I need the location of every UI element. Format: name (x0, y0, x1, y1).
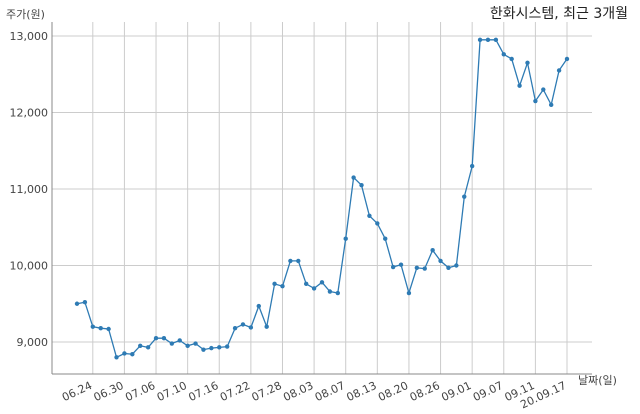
data-point (201, 347, 206, 352)
data-point (390, 264, 396, 270)
data-point (248, 325, 254, 330)
data-point (217, 345, 222, 350)
data-point (177, 338, 182, 343)
y-tick-label: 11,000 (10, 183, 49, 196)
data-point (264, 324, 269, 329)
data-point (240, 322, 246, 327)
data-point (185, 343, 190, 349)
data-point (74, 301, 80, 306)
x-tick-label: 09.07 (471, 379, 505, 404)
data-point (446, 265, 451, 270)
data-point (224, 344, 230, 349)
x-tick-label: 09.01 (439, 379, 473, 404)
data-point (509, 56, 514, 62)
data-point (485, 37, 491, 43)
x-tick-label: 08.20 (376, 379, 410, 404)
data-point (114, 355, 119, 360)
data-point (438, 258, 443, 264)
y-tick-label: 9,000 (17, 336, 49, 349)
data-point (367, 213, 372, 218)
data-point (359, 182, 364, 188)
x-tick-label: 08.07 (313, 379, 347, 404)
data-point (153, 335, 159, 341)
data-point (288, 258, 293, 264)
x-tick-label: 07.22 (218, 379, 252, 404)
data-point (122, 351, 127, 356)
chart-title: 한화시스템, 최근 3개월 (489, 6, 628, 22)
data-point (82, 300, 88, 305)
data-point (414, 265, 420, 270)
y-tick-label: 13,000 (10, 30, 49, 43)
data-point (98, 326, 103, 331)
data-point (311, 286, 317, 291)
data-point (130, 352, 135, 357)
data-point (501, 52, 506, 57)
x-tick-label: 07.28 (250, 379, 284, 404)
data-point (303, 281, 309, 287)
data-point (209, 345, 214, 351)
data-point (319, 280, 325, 285)
data-point (161, 335, 167, 341)
data-point (477, 37, 483, 43)
x-tick-label: 07.16 (186, 379, 220, 404)
data-point (548, 102, 554, 108)
x-tick-label: 08.03 (281, 379, 315, 404)
series-line (76, 39, 568, 359)
y-tick-label: 12,000 (10, 107, 49, 120)
data-point (517, 83, 522, 88)
y-axis-label: 주가(원) (6, 8, 45, 21)
data-point (533, 98, 538, 104)
data-point (327, 289, 333, 294)
x-tick-label: 07.10 (155, 379, 189, 404)
data-point (145, 345, 151, 350)
data-point (232, 326, 238, 331)
data-point (296, 258, 301, 264)
x-tick-label: 07.06 (123, 379, 157, 404)
x-tick-label: 06.24 (60, 379, 94, 404)
x-axis-label: 날짜(일) (578, 374, 617, 387)
data-point (493, 37, 499, 43)
data-point (193, 341, 198, 346)
data-point (430, 248, 435, 253)
data-point (454, 263, 459, 268)
x-tick-label: 08.26 (408, 379, 442, 404)
x-tick-label: 08.13 (345, 379, 379, 404)
data-point (256, 303, 261, 309)
data-point (406, 290, 412, 296)
data-point (375, 221, 380, 226)
data-point (280, 283, 285, 289)
data-point (422, 266, 427, 271)
data-point (469, 163, 475, 169)
data-point (462, 194, 467, 199)
data-point (383, 236, 388, 241)
data-point (90, 324, 96, 329)
data-point (106, 326, 111, 332)
data-point (398, 262, 404, 267)
data-point (525, 60, 530, 65)
data-point (564, 56, 570, 62)
data-point (272, 281, 277, 287)
data-point (556, 68, 562, 73)
y-tick-label: 10,000 (10, 260, 49, 273)
data-point (343, 236, 348, 241)
data-point (335, 290, 341, 296)
data-point (169, 341, 175, 346)
data-point (351, 175, 356, 180)
data-point (138, 343, 143, 349)
x-tick-label: 06.30 (92, 379, 126, 404)
data-point (541, 87, 546, 92)
